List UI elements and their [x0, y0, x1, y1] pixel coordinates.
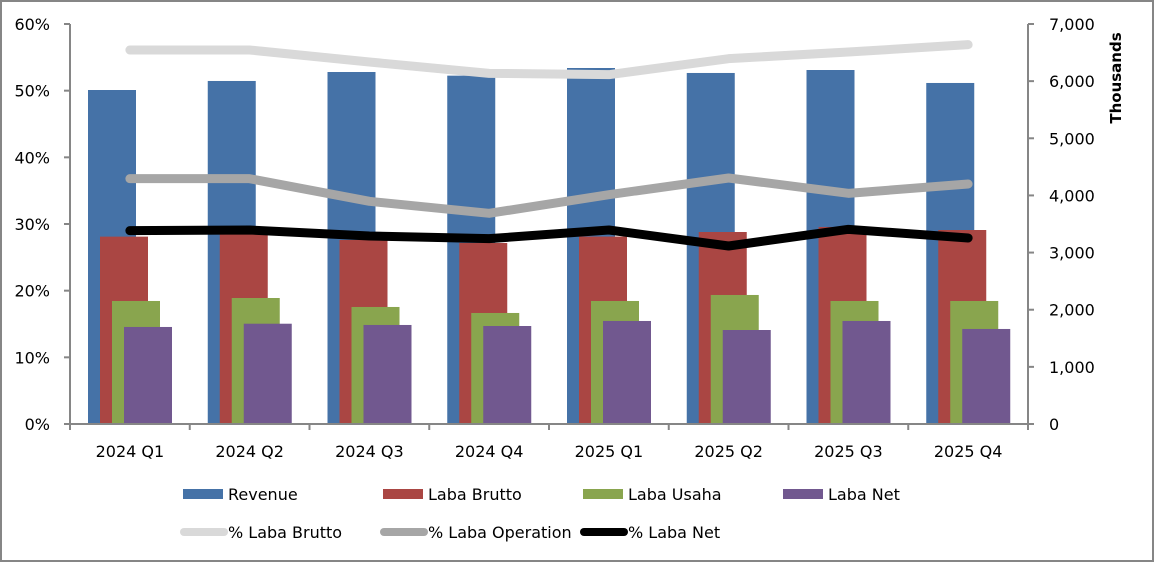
- legend-item-revenue[interactable]: Revenue: [183, 485, 298, 504]
- right-tick-label: 6,000: [1049, 72, 1095, 91]
- legend-label: Laba Brutto: [428, 485, 522, 504]
- line-pct-laba-operation: [125, 173, 973, 218]
- axes-layer: [64, 23, 1034, 430]
- bar-laba-net-2024-q2: [243, 323, 292, 424]
- legend-swatch-laba-usaha: [583, 489, 623, 499]
- bar-laba-net-2024-q3: [363, 324, 412, 424]
- right-tick-label: 1,000: [1049, 358, 1095, 377]
- x-tick-label: 2024 Q4: [455, 442, 524, 461]
- left-tick-label: 40%: [14, 148, 50, 167]
- lines-layer: [125, 40, 973, 251]
- left-tick-label: 60%: [14, 15, 50, 34]
- tick-labels-layer: 0% 10% 20% 30% 40% 50% 60% 0 1,000 2,000 3,000 4,00…: [14, 15, 1094, 461]
- legend-item-laba-usaha[interactable]: Laba Usaha: [583, 485, 722, 504]
- bar-laba-net-2024-q4: [483, 326, 532, 424]
- legend-swatch-laba-brutto: [383, 489, 423, 499]
- bar-laba-net-2025-q3: [842, 320, 891, 424]
- legend-swatch-revenue: [183, 489, 223, 499]
- legend-item-pct-laba-brutto[interactable]: % Laba Brutto: [180, 523, 342, 542]
- x-tick-label: 2025 Q4: [934, 442, 1003, 461]
- right-tick-label: 2,000: [1049, 301, 1095, 320]
- x-tick-label: 2025 Q3: [814, 442, 883, 461]
- bar-laba-net-2024-q1: [124, 326, 172, 424]
- left-tick-label: 10%: [14, 348, 50, 367]
- left-tick-label: 50%: [14, 82, 50, 101]
- legend-item-pct-laba-operation[interactable]: % Laba Operation: [380, 523, 572, 542]
- legend-swatch-laba-net: [783, 489, 823, 499]
- right-tick-label: 0: [1049, 415, 1059, 434]
- left-tick-label: 0%: [25, 415, 50, 434]
- x-tick-label: 2024 Q3: [335, 442, 404, 461]
- x-tick-label: 2024 Q2: [215, 442, 284, 461]
- line-pct-laba-net: [125, 224, 973, 251]
- x-tick-label: 2025 Q1: [575, 442, 644, 461]
- left-tick-label: 20%: [14, 282, 50, 301]
- bars-layer: [88, 68, 1011, 425]
- bar-laba-net-2025-q1: [603, 320, 651, 424]
- x-tick-label: 2025 Q2: [694, 442, 763, 461]
- right-tick-label: 3,000: [1049, 244, 1095, 263]
- bar-laba-net-2025-q2: [722, 330, 771, 424]
- right-tick-label: 4,000: [1049, 186, 1095, 205]
- legend: Revenue Laba Brutto Laba Usaha Laba Net % La…: [180, 485, 900, 542]
- legend-item-laba-brutto[interactable]: Laba Brutto: [383, 485, 522, 504]
- right-tick-label: 7,000: [1049, 15, 1095, 34]
- bar-laba-net-2025-q4: [962, 328, 1011, 424]
- legend-label: % Laba Net: [628, 523, 720, 542]
- x-tick-label: 2024 Q1: [96, 442, 165, 461]
- legend-label: % Laba Brutto: [228, 523, 342, 542]
- legend-item-laba-net[interactable]: Laba Net: [783, 485, 900, 504]
- line-pct-laba-brutto: [125, 40, 973, 80]
- legend-label: Laba Usaha: [628, 485, 722, 504]
- legend-label: Laba Net: [828, 485, 900, 504]
- legend-item-pct-laba-net[interactable]: % Laba Net: [580, 523, 720, 542]
- legend-label: Revenue: [228, 485, 298, 504]
- right-axis-title: Thousands: [1107, 32, 1125, 123]
- right-tick-label: 5,000: [1049, 129, 1095, 148]
- legend-label: % Laba Operation: [428, 523, 572, 542]
- left-tick-label: 30%: [14, 215, 50, 234]
